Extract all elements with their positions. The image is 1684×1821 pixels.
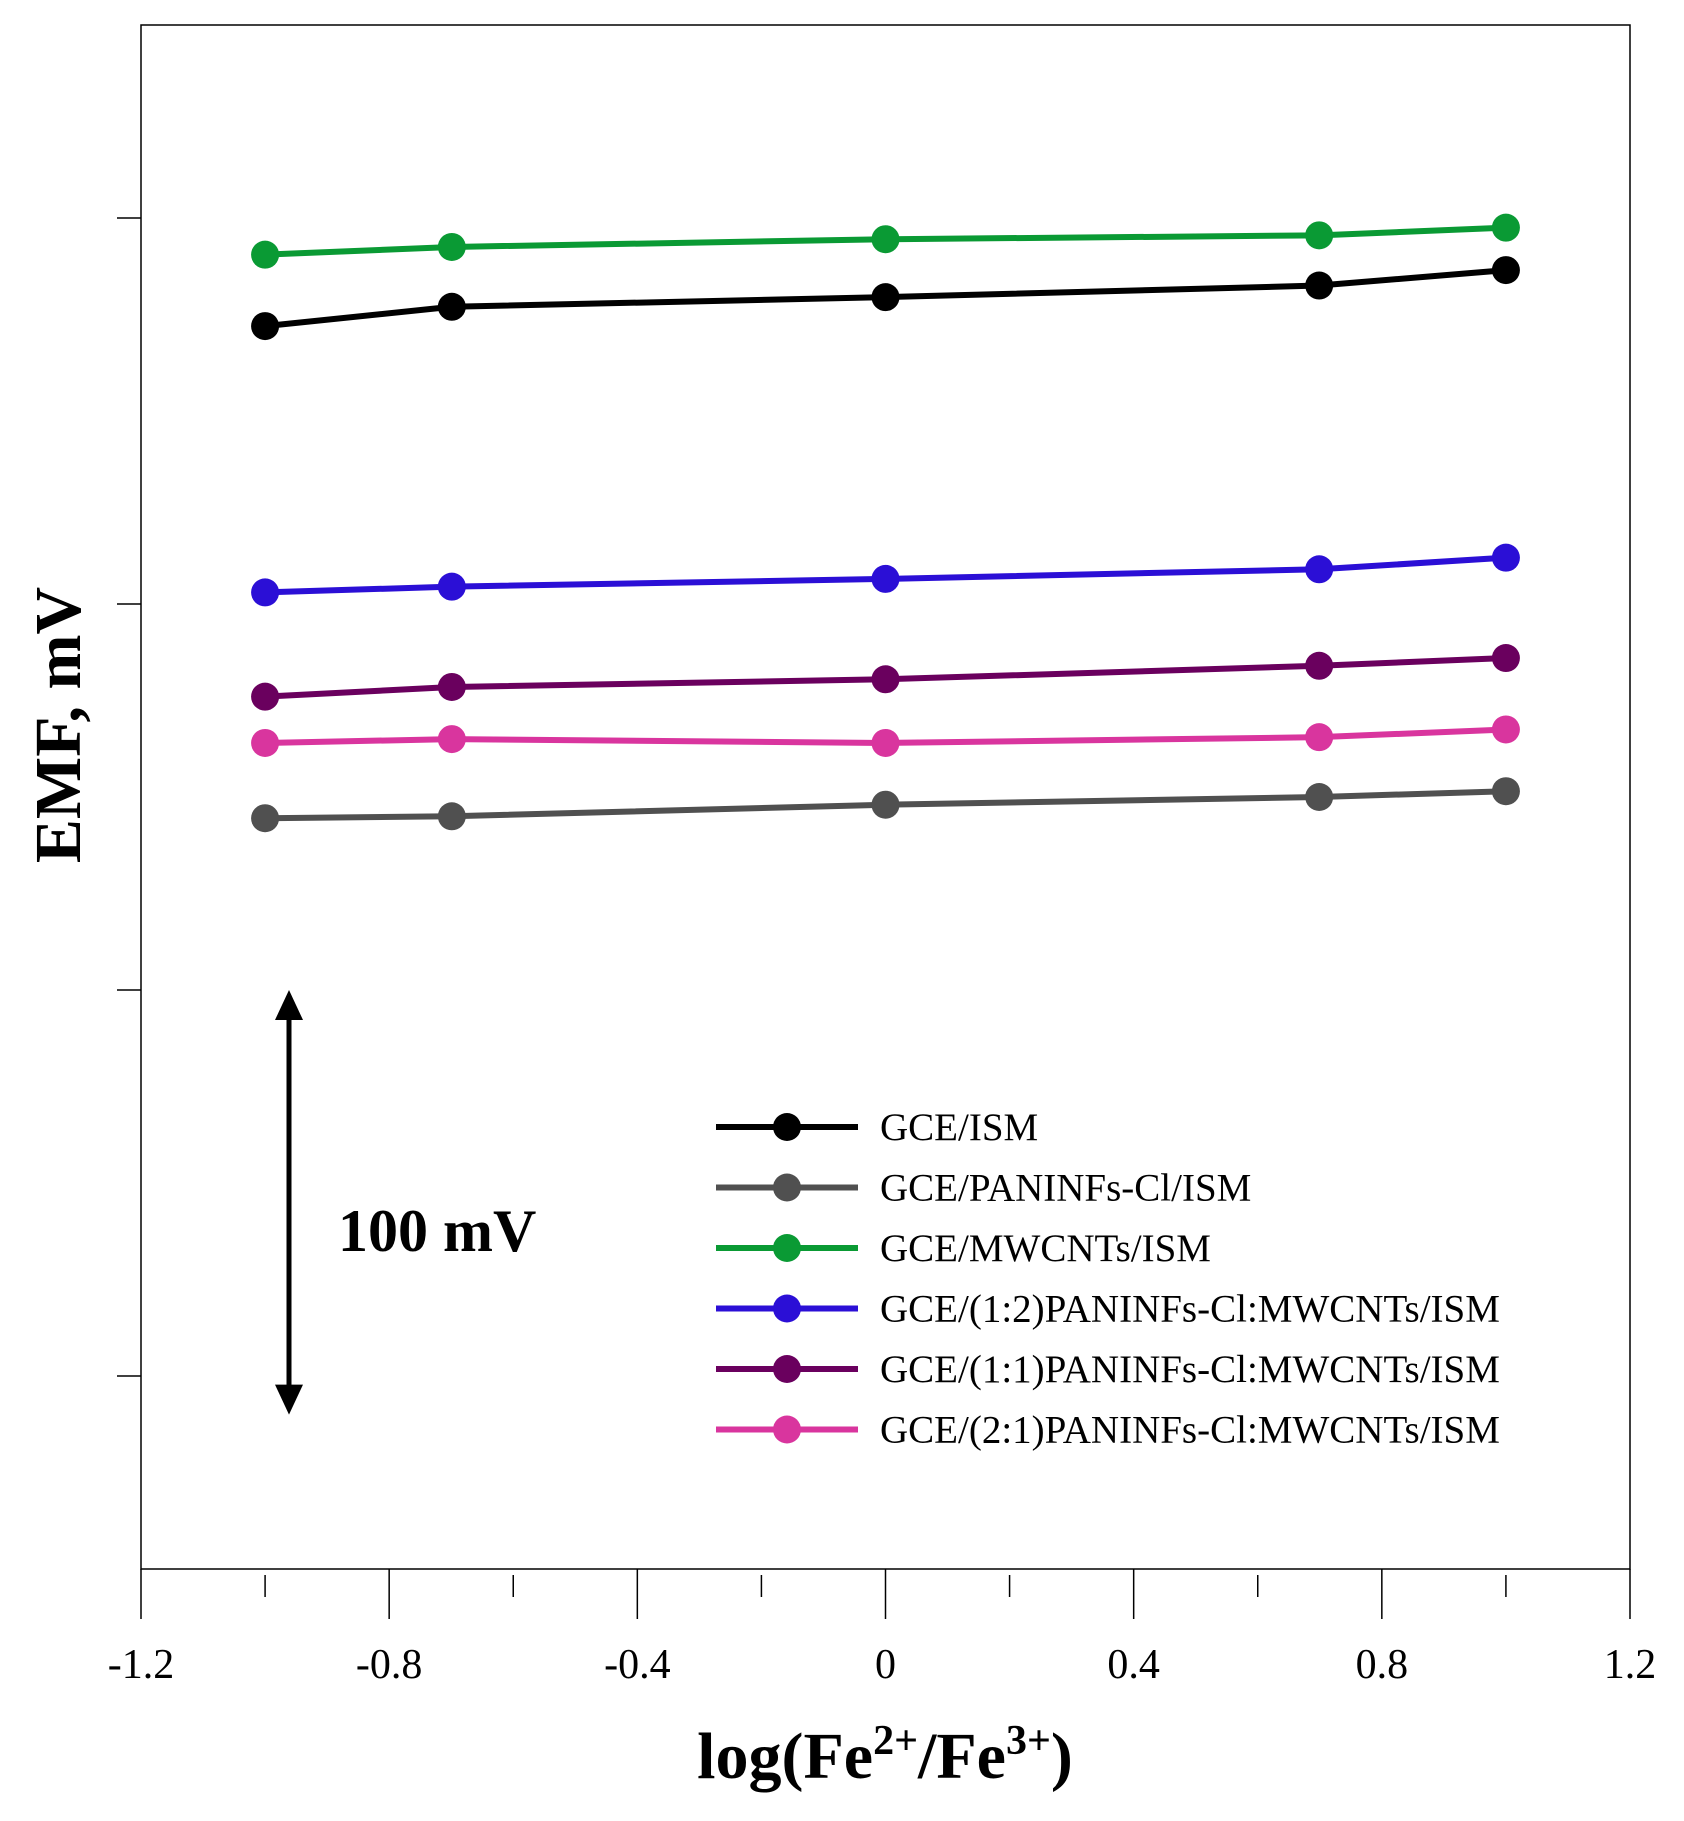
series-4 — [251, 543, 1520, 607]
data-point — [251, 804, 280, 833]
data-point — [871, 283, 900, 312]
scale-bar-arrow-down-icon — [275, 1384, 303, 1415]
data-point — [251, 682, 280, 711]
data-point — [871, 728, 900, 757]
data-point — [1491, 256, 1520, 285]
data-point — [1305, 651, 1334, 680]
x-tick-label: 1.2 — [1604, 1642, 1657, 1688]
data-point — [251, 728, 280, 757]
data-point — [437, 572, 466, 601]
data-point — [871, 225, 900, 254]
scale-bar-label: 100 mV — [338, 1198, 536, 1264]
data-point — [871, 564, 900, 593]
data-point — [1305, 783, 1334, 811]
legend-swatch-marker — [773, 1355, 801, 1383]
x-tick-label: -0.8 — [356, 1642, 423, 1688]
legend-label: GCE/MWCNTs/ISM — [880, 1227, 1211, 1270]
data-point — [251, 578, 280, 607]
legend-label: GCE/(1:1)PANINFs-Cl:MWCNTs/ISM — [880, 1348, 1500, 1391]
x-axis-title: log(Fe2+/Fe3+) — [697, 1718, 1073, 1793]
data-point — [871, 665, 900, 694]
x-tick-label: -0.4 — [604, 1642, 671, 1688]
data-point — [1491, 777, 1520, 806]
y-axis-ticks — [117, 217, 141, 1377]
data-point — [1491, 644, 1520, 673]
data-point — [251, 240, 280, 269]
series-2 — [251, 777, 1520, 833]
x-tick-label: 0.8 — [1356, 1642, 1409, 1688]
series-1 — [251, 256, 1520, 341]
data-point — [437, 672, 466, 701]
legend-swatch-marker — [773, 1415, 801, 1444]
legend-label: GCE/(1:2)PANINFs-Cl:MWCNTs/ISM — [880, 1288, 1500, 1331]
data-point — [1491, 715, 1520, 744]
legend-swatch-marker — [773, 1234, 801, 1262]
legend-label: GCE/ISM — [880, 1106, 1038, 1149]
legend-swatch-marker — [773, 1294, 801, 1323]
legend-swatch-marker — [773, 1173, 801, 1202]
x-tick-label: -1.2 — [108, 1642, 175, 1688]
legend-item: GCE/PANINFs-Cl/ISM — [716, 1167, 1251, 1210]
x-axis-ticks — [140, 1569, 1631, 1619]
data-point — [1305, 555, 1334, 584]
legend-label: GCE/PANINFs-Cl/ISM — [880, 1167, 1251, 1210]
legend-item: GCE/(2:1)PANINFs-Cl:MWCNTs/ISM — [716, 1409, 1500, 1452]
y-axis-title: EMF, mV — [22, 587, 95, 863]
legend-label: GCE/(2:1)PANINFs-Cl:MWCNTs/ISM — [880, 1409, 1500, 1452]
data-point — [1491, 543, 1520, 572]
data-point — [1305, 271, 1334, 300]
scale-bar-arrow-up-icon — [275, 990, 303, 1020]
data-point — [1305, 723, 1334, 752]
data-point — [437, 725, 466, 754]
data-point — [437, 292, 466, 321]
x-tick-label: 0 — [875, 1642, 896, 1688]
legend-swatch-marker — [773, 1113, 801, 1141]
data-point — [437, 802, 466, 831]
legend: GCE/ISM GCE/PANINFs-Cl/ISM GCE/MWCNTs/ISM G… — [716, 1106, 1500, 1452]
legend-item: GCE/(1:2)PANINFs-Cl:MWCNTs/ISM — [716, 1288, 1500, 1331]
x-tick-label: 0.4 — [1107, 1642, 1160, 1688]
data-point — [871, 790, 900, 819]
data-point — [1305, 221, 1334, 250]
series-layer — [251, 213, 1520, 833]
legend-item: GCE/ISM — [716, 1106, 1038, 1149]
series-3 — [251, 213, 1520, 269]
legend-item: GCE/(1:1)PANINFs-Cl:MWCNTs/ISM — [716, 1348, 1500, 1391]
data-point — [251, 312, 280, 341]
series-6 — [251, 715, 1520, 757]
scale-bar: 100 mV — [275, 990, 536, 1415]
legend-item: GCE/MWCNTs/ISM — [716, 1227, 1211, 1270]
data-point — [1491, 213, 1520, 242]
x-axis-tick-labels: -1.2 -0.8 -0.4 0 0.4 0.8 1.2 — [108, 1642, 1657, 1688]
series-5 — [251, 644, 1520, 711]
data-point — [437, 232, 466, 261]
